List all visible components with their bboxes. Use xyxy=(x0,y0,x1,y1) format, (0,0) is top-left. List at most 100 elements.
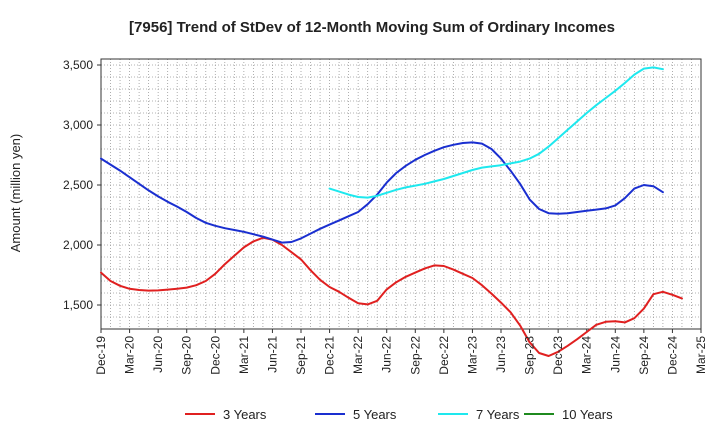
data-point xyxy=(309,232,313,236)
data-point xyxy=(213,224,217,228)
grid-lines xyxy=(101,59,701,330)
data-point xyxy=(309,268,313,272)
data-point xyxy=(423,153,427,157)
data-point xyxy=(642,307,646,311)
x-tick-label: Dec-19 xyxy=(94,336,108,375)
x-tick-label: Sep-21 xyxy=(294,336,308,375)
data-point xyxy=(509,310,513,314)
data-point xyxy=(347,214,351,218)
x-tick-label: Jun-23 xyxy=(494,336,508,373)
data-point xyxy=(613,89,617,93)
x-tick-label: Mar-24 xyxy=(580,336,594,374)
axes xyxy=(97,58,702,333)
data-point xyxy=(156,288,160,292)
legend-label: 5 Years xyxy=(353,407,397,422)
legend-label: 7 Years xyxy=(476,407,520,422)
data-point xyxy=(175,287,179,291)
data-point xyxy=(404,164,408,168)
data-point xyxy=(509,169,513,173)
data-point xyxy=(613,319,617,323)
y-tick-label: 3,500 xyxy=(63,58,93,72)
x-tick-label: Mar-20 xyxy=(123,336,137,374)
data-point xyxy=(613,203,617,207)
data-point xyxy=(585,330,589,334)
data-point xyxy=(604,320,608,324)
data-point xyxy=(366,302,370,306)
y-tick-label: 2,000 xyxy=(63,238,93,252)
data-point xyxy=(337,218,341,222)
data-point xyxy=(651,65,655,69)
data-point xyxy=(518,182,522,186)
data-point xyxy=(604,206,608,210)
y-axis-label: Amount (million yen) xyxy=(8,134,23,253)
data-point xyxy=(147,289,151,293)
data-point xyxy=(99,271,103,275)
data-point xyxy=(537,152,541,156)
data-point xyxy=(432,179,436,183)
data-point xyxy=(480,142,484,146)
data-point xyxy=(470,168,474,172)
legend-item: 10 Years xyxy=(524,407,613,422)
legend-item: 5 Years xyxy=(315,407,397,422)
data-point xyxy=(394,188,398,192)
data-point xyxy=(547,211,551,215)
data-point xyxy=(461,171,465,175)
data-point xyxy=(604,96,608,100)
tick-labels: 1,500 2,000 2,500 3,000 3,500 Dec-19 Mar-20 Jun… xyxy=(63,58,708,375)
data-point xyxy=(375,299,379,303)
data-point xyxy=(537,351,541,355)
data-point xyxy=(632,316,636,320)
data-point xyxy=(337,190,341,194)
legend-item: 3 Years xyxy=(185,407,267,422)
data-point xyxy=(566,344,570,348)
data-point xyxy=(328,285,332,289)
data-point xyxy=(328,223,332,227)
data-point xyxy=(128,175,132,179)
data-point xyxy=(461,141,465,145)
data-point xyxy=(185,210,189,214)
data-point xyxy=(337,290,341,294)
data-point xyxy=(670,293,674,297)
data-point xyxy=(499,301,503,305)
data-point xyxy=(109,279,113,283)
data-point xyxy=(594,103,598,107)
data-point xyxy=(423,182,427,186)
data-point xyxy=(261,235,265,239)
data-point xyxy=(385,191,389,195)
data-point xyxy=(632,187,636,191)
series-line xyxy=(328,66,664,199)
data-point xyxy=(585,111,589,115)
data-point xyxy=(451,143,455,147)
data-point xyxy=(232,254,236,258)
data-point xyxy=(623,81,627,85)
data-point xyxy=(594,323,598,327)
data-point xyxy=(518,323,522,327)
data-point xyxy=(289,240,293,244)
series-line xyxy=(100,141,664,244)
data-point xyxy=(394,171,398,175)
data-point xyxy=(394,280,398,284)
data-point xyxy=(566,128,570,132)
data-point xyxy=(194,216,198,220)
data-point xyxy=(661,290,665,294)
data-point xyxy=(566,211,570,215)
chart-title: [7956] Trend of StDev of 12-Month Moving… xyxy=(129,19,615,36)
series-lines xyxy=(99,65,683,357)
legend: 3 Years 5 Years 7 Years 10 Years xyxy=(185,407,613,422)
data-point xyxy=(375,194,379,198)
data-point xyxy=(413,184,417,188)
data-point xyxy=(470,276,474,280)
data-point xyxy=(442,264,446,268)
data-point xyxy=(623,196,627,200)
data-point xyxy=(451,174,455,178)
data-point xyxy=(213,272,217,276)
data-point xyxy=(204,221,208,225)
x-tick-label: Dec-21 xyxy=(323,336,337,375)
series-3-years xyxy=(99,236,683,357)
data-point xyxy=(194,283,198,287)
data-point xyxy=(499,157,503,161)
data-point xyxy=(99,157,103,161)
data-point xyxy=(404,185,408,189)
data-point xyxy=(575,337,579,341)
